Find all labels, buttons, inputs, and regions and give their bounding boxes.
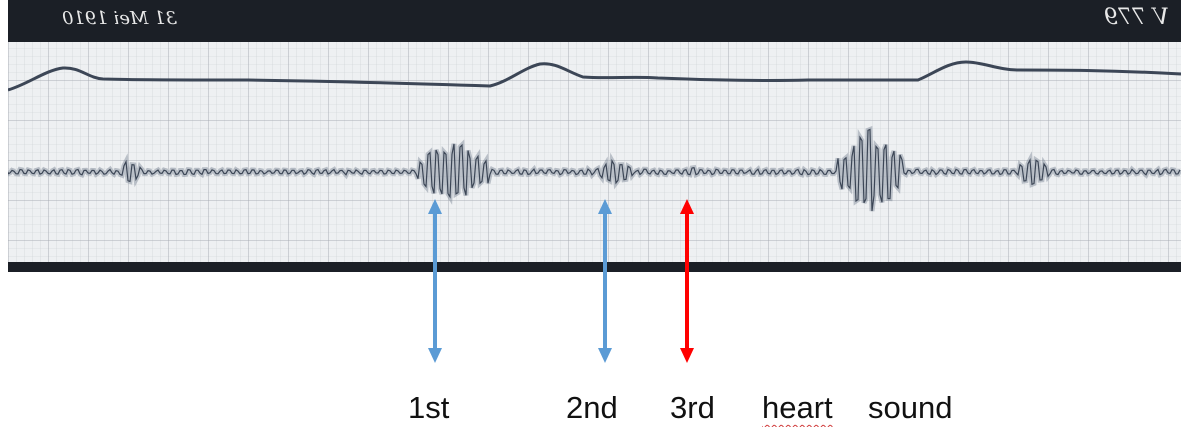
phonocardiogram-plate (8, 0, 1181, 272)
label-second-sound: 2nd (566, 390, 618, 425)
label-first-sound: 1st (408, 390, 450, 425)
label-heart: heart (762, 390, 833, 425)
label-sound: sound (868, 390, 953, 425)
top-border (8, 0, 1181, 42)
plate-number: V 779 (1104, 5, 1169, 30)
heart-sound-trace-line (8, 128, 1181, 212)
phonocardiogram-strip (8, 0, 1181, 272)
label-third-sound: 3rd (670, 390, 715, 425)
pulse-trace (8, 60, 1181, 92)
date-label: 31 Mei 1910 (62, 8, 177, 29)
grid (8, 40, 1181, 264)
heart-sound-trace (8, 125, 1181, 212)
bottom-border (8, 262, 1181, 272)
